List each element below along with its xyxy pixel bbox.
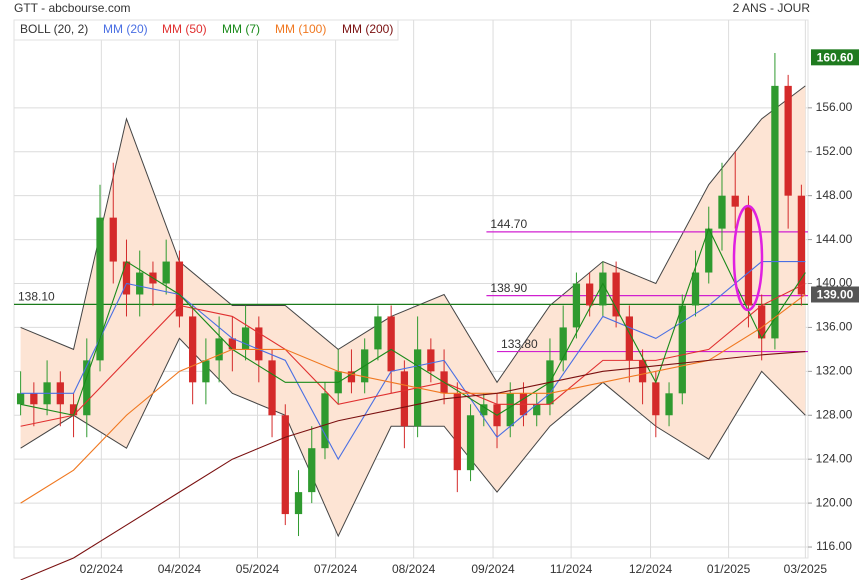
candle-body (652, 382, 660, 416)
candle-body (480, 404, 488, 416)
x-tick-label: 11/2024 (550, 562, 593, 576)
candle-body (16, 393, 25, 405)
x-tick-label: 04/2024 (158, 562, 202, 576)
legend-label: MM (50) (162, 22, 207, 36)
legend-label: MM (20) (103, 22, 148, 36)
legend-label: MM (7) (222, 22, 260, 36)
candle-body (83, 360, 91, 416)
candle-body (241, 327, 250, 350)
candle-body (744, 206, 753, 306)
candle-body (506, 393, 514, 427)
candle-body (691, 272, 700, 306)
candle-body (665, 393, 673, 416)
candle-body (228, 338, 236, 350)
price-label-box (811, 286, 859, 303)
candle-body (30, 393, 38, 405)
candle-body (533, 404, 541, 416)
candle-body (215, 338, 223, 361)
x-tick-label: 09/2024 (471, 562, 515, 576)
x-tick-label: 02/2024 (80, 562, 124, 576)
candle-body (109, 217, 117, 262)
candle-body (162, 261, 170, 284)
candle-body (731, 195, 739, 207)
y-tick-label: 128.00 (816, 407, 853, 421)
candle-body (308, 448, 316, 493)
legend-label: BOLL (20, 2) (20, 22, 88, 36)
candle-body (758, 305, 766, 339)
y-tick-label: 132.00 (816, 364, 853, 378)
moving-average (20, 294, 806, 504)
y-tick-label: 136.00 (816, 320, 853, 334)
y-tick-label: 144.00 (816, 232, 853, 246)
candle-body (466, 415, 475, 471)
candle-body (453, 393, 461, 471)
x-tick-label: 07/2024 (314, 562, 358, 576)
legend-label: MM (100) (275, 22, 326, 36)
candle-body (347, 371, 356, 383)
level-label: 133.80 (501, 337, 538, 351)
y-tick-label: 116.00 (816, 539, 852, 553)
candle-body (175, 261, 184, 317)
y-tick-label: 120.00 (816, 495, 853, 509)
y-tick-label: 124.00 (816, 451, 853, 465)
x-tick-label: 03/2025 (784, 562, 828, 576)
candle-body (797, 195, 806, 295)
moving-average (20, 351, 806, 580)
annotation-ellipse (732, 204, 764, 312)
period-label: 2 ANS - JOUR (733, 1, 811, 15)
candle-body (705, 228, 713, 273)
candle-body (599, 272, 607, 306)
candle-body (189, 316, 197, 383)
candle-body (771, 85, 779, 339)
candle-body (572, 283, 581, 328)
moving-average (20, 227, 806, 416)
level-label: 138.10 (18, 290, 55, 304)
candle-body (374, 316, 382, 350)
y-tick-label: 140.00 (816, 276, 853, 290)
candle-body (255, 327, 263, 361)
x-tick-label: 01/2025 (707, 562, 751, 576)
y-tick-label: 148.00 (816, 188, 853, 202)
level-label: 138.90 (490, 281, 527, 295)
x-tick-label: 12/2024 (629, 562, 673, 576)
candle-body (136, 272, 144, 295)
chart-title: GTT - abcbourse.com (14, 1, 130, 15)
level-label: 144.70 (490, 217, 527, 231)
candle-body (784, 85, 792, 196)
candle-body (427, 349, 435, 372)
legend-label: MM (200) (342, 22, 393, 36)
legend: BOLL (20, 2) MM (20) MM (50) MM (7) MM (100)… (13, 19, 399, 41)
plot-frame (13, 19, 809, 559)
x-tick-label: 05/2024 (236, 562, 280, 576)
candle-body (96, 217, 104, 361)
candle-body (122, 261, 131, 295)
candle-body (678, 305, 686, 394)
candle-body (69, 404, 78, 416)
candle-body (586, 283, 594, 306)
y-tick-label: 156.00 (816, 100, 853, 114)
legend-box (13, 19, 399, 41)
bollinger-fill (20, 85, 806, 537)
candle-body (202, 360, 210, 383)
bollinger-upper (20, 85, 806, 384)
candle-body (559, 327, 567, 361)
price-label: 160.60 (817, 51, 854, 65)
price-label: 139.00 (817, 288, 854, 302)
candle-body (387, 316, 395, 372)
candle-body (321, 393, 329, 449)
x-tick-label: 08/2024 (392, 562, 436, 576)
candle-body (268, 360, 276, 416)
y-tick-label: 152.00 (816, 144, 853, 158)
candle-body (625, 316, 633, 361)
candle-body (400, 371, 409, 427)
candle-body (281, 415, 289, 515)
price-label-box (811, 49, 859, 66)
candle-body (718, 195, 726, 229)
candle-body (638, 360, 647, 383)
candle-body (294, 492, 303, 515)
candle-body (612, 272, 620, 317)
